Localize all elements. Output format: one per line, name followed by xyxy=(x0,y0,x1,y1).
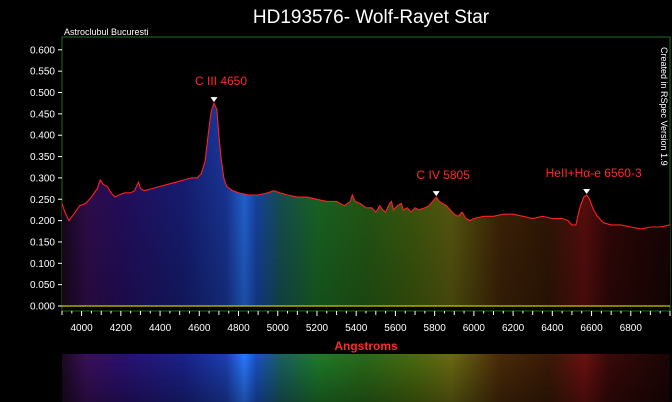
y-tick-label: 0.100 xyxy=(30,259,55,270)
credit-left: Astroclubul Bucuresti xyxy=(64,27,149,37)
x-tick-label: 5800 xyxy=(424,323,447,334)
y-tick-label: 0.050 xyxy=(30,280,55,291)
y-tick-label: 0.400 xyxy=(30,131,55,142)
annotation-label: C III 4650 xyxy=(195,74,247,88)
x-axis: 4000 4200 4400 4600 4800 5000 5200 5400 5600 5800… xyxy=(61,311,671,334)
y-tick-label: 0.200 xyxy=(30,216,55,227)
chart-title: HD193576- Wolf-Rayet Star xyxy=(253,7,490,28)
x-tick-label: 6600 xyxy=(580,323,603,334)
annotation-marker xyxy=(583,188,591,194)
spectrum-line xyxy=(61,101,671,230)
y-tick-label: 0.450 xyxy=(30,109,55,120)
x-tick-label: 6800 xyxy=(620,323,643,334)
x-tick-label: 4600 xyxy=(188,323,211,334)
x-tick-label: 5400 xyxy=(345,323,368,334)
y-tick-label: 0.150 xyxy=(30,237,55,248)
x-tick-label: 4200 xyxy=(110,323,133,334)
y-tick-label: 0.550 xyxy=(30,67,55,78)
y-tick-label: 0.000 xyxy=(30,302,55,313)
y-tick-label: 0.300 xyxy=(30,173,55,184)
x-tick-label: 5600 xyxy=(384,323,407,334)
y-axis: 0.000 0.050 0.100 0.150 0.200 0.250 0.300 0.350… xyxy=(30,45,62,313)
annotation-label: C IV 5805 xyxy=(417,168,471,182)
annotations: C III 4650 C IV 5805 HeII+Hα-e 6560-3 xyxy=(195,74,642,197)
x-tick-label: 5000 xyxy=(267,323,290,334)
credit-right: Created in RSpec Version 1.9 xyxy=(659,47,669,166)
annotation-label: HeII+Hα-e 6560-3 xyxy=(546,166,642,180)
y-tick-label: 0.500 xyxy=(30,88,55,99)
y-tick-label: 0.350 xyxy=(30,152,55,163)
x-tick-label: 4400 xyxy=(149,323,172,334)
x-tick-label: 6000 xyxy=(463,323,486,334)
x-tick-label: 6200 xyxy=(502,323,525,334)
x-tick-label: 4800 xyxy=(227,323,250,334)
y-tick-label: 0.600 xyxy=(30,45,55,56)
annotation-marker xyxy=(210,97,218,103)
spectrum-strip xyxy=(62,354,670,402)
x-axis-label: Angstroms xyxy=(334,339,398,353)
annotation-marker xyxy=(432,191,440,197)
x-tick-label: 5200 xyxy=(306,323,329,334)
x-tick-label: 6400 xyxy=(541,323,564,334)
x-tick-label: 4000 xyxy=(70,323,93,334)
y-tick-label: 0.250 xyxy=(30,195,55,206)
